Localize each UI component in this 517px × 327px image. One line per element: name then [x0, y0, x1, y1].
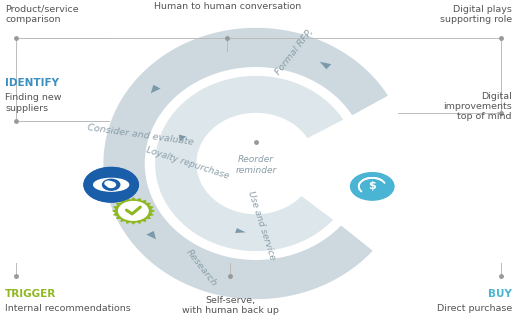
Text: Loyalty repurchase: Loyalty repurchase	[145, 146, 231, 181]
Circle shape	[118, 201, 148, 220]
Polygon shape	[235, 228, 246, 233]
Text: Human to human conversation: Human to human conversation	[154, 2, 301, 11]
Text: Formal RFP,: Formal RFP,	[273, 28, 315, 77]
Text: IDENTIFY: IDENTIFY	[5, 78, 59, 89]
Text: $: $	[369, 181, 376, 191]
Circle shape	[351, 173, 394, 200]
Text: Consider and evaluate: Consider and evaluate	[86, 124, 194, 147]
Text: BUY: BUY	[488, 289, 512, 300]
Polygon shape	[179, 135, 186, 142]
Text: Digital plays
supporting role: Digital plays supporting role	[439, 5, 512, 24]
Circle shape	[102, 179, 120, 190]
Polygon shape	[155, 76, 343, 251]
Polygon shape	[103, 28, 388, 299]
Polygon shape	[112, 197, 155, 225]
Ellipse shape	[94, 179, 129, 191]
Circle shape	[105, 181, 112, 186]
Text: Research: Research	[184, 248, 219, 288]
Polygon shape	[146, 231, 156, 239]
Text: Use and service: Use and service	[247, 190, 277, 261]
Text: Reorder
reminder: Reorder reminder	[235, 155, 277, 175]
Text: TRIGGER: TRIGGER	[5, 289, 56, 300]
Text: Internal recommendations: Internal recommendations	[5, 304, 131, 313]
Text: Finding new
suppliers: Finding new suppliers	[5, 93, 62, 112]
Text: Self-serve,
with human back up: Self-serve, with human back up	[181, 296, 279, 315]
Polygon shape	[151, 85, 161, 93]
Text: Direct purchase: Direct purchase	[436, 304, 512, 313]
Polygon shape	[320, 62, 331, 69]
Circle shape	[107, 182, 115, 187]
Text: Product/service
comparison: Product/service comparison	[5, 5, 79, 24]
Circle shape	[84, 168, 138, 202]
Text: Digital
improvements
top of mind: Digital improvements top of mind	[443, 92, 512, 121]
